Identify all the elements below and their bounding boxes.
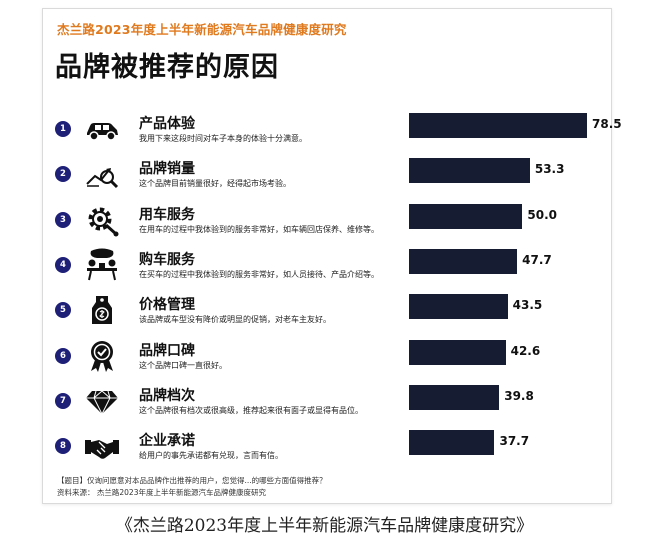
data-label: 42.6 xyxy=(510,343,541,358)
category-label: 产品体验 xyxy=(139,116,195,132)
category-description: 在买车的过程中我体验到的服务非常好，如人员接待、产品介绍等。 xyxy=(139,269,379,279)
data-label: 37.7 xyxy=(499,434,530,449)
category-label: 价格管理 xyxy=(139,297,195,314)
chart-card: 杰兰路2023年度上半年新能源汽车品牌健康度研究 品牌被推荐的原因 1 产品体验… xyxy=(42,8,622,504)
row-number-badge: 3 xyxy=(55,211,71,228)
car-icon xyxy=(83,111,121,147)
bar-row: 4 购车服务 在买车的过程中我体验到的服务非常好，如人员接待、产品介绍等。 47… xyxy=(43,247,613,293)
data-label: 50.0 xyxy=(527,207,557,222)
super-title: 杰兰路2023年度上半年新能源汽车品牌健康度研究 xyxy=(57,22,347,37)
row-number-badge: 5 xyxy=(55,302,71,319)
data-label: 43.5 xyxy=(512,298,543,313)
category-label: 品牌档次 xyxy=(139,387,195,404)
category-description: 这个品牌口碑一直很好。 xyxy=(139,360,227,370)
row-number-badge: 1 xyxy=(55,121,71,137)
data-label: 39.8 xyxy=(504,388,534,403)
row-number-badge: 8 xyxy=(55,438,71,455)
category-label: 品牌销量 xyxy=(139,161,195,178)
bar-row: 6 品牌口碑 这个品牌口碑一直很好。 42.6 xyxy=(43,338,613,384)
price-tag-icon xyxy=(83,292,121,328)
row-number-badge: 7 xyxy=(55,392,71,409)
figure-caption: 《杰兰路2023年度上半年新能源汽车品牌健康度研究》 xyxy=(115,516,534,536)
bar xyxy=(409,248,518,274)
bar xyxy=(409,294,508,320)
source-note: 资料来源： 杰兰路2023年度上半年新能源汽车品牌健康度研究 xyxy=(57,488,266,497)
category-description: 该品牌或车型没有降价或明显的促销，对老车主友好。 xyxy=(139,315,331,325)
handshake-icon xyxy=(83,428,121,464)
service-desk-icon xyxy=(83,247,121,283)
row-number-badge: 4 xyxy=(55,256,71,273)
bar xyxy=(409,430,495,456)
bar-row: 2 品牌销量 这个品牌目前销量很好，经得起市场考验。 53.3 xyxy=(43,158,613,202)
bar xyxy=(409,113,587,138)
category-label: 品牌口碑 xyxy=(139,342,195,359)
chart-title: 品牌被推荐的原因 xyxy=(55,52,279,83)
category-label: 企业承诺 xyxy=(139,433,195,450)
bar xyxy=(409,339,506,365)
bar xyxy=(409,158,530,184)
footer-notes: 【题目】仅询问愿意对本品品牌作出推荐的用户，您觉得...的哪些方面值得推荐？ 资… xyxy=(57,475,327,499)
question-note: 【题目】仅询问愿意对本品品牌作出推荐的用户，您觉得...的哪些方面值得推荐？ xyxy=(57,476,327,485)
bar-row: 3 用车服务 在用车的过程中我体验到的服务非常好，如车辆回店保养、维修等。 50… xyxy=(43,202,613,248)
row-number-badge: 6 xyxy=(55,347,71,364)
category-description: 给用户的事先承诺都有兑现，言而有信。 xyxy=(139,451,283,461)
category-label: 购车服务 xyxy=(139,251,195,268)
bar xyxy=(409,384,500,410)
sales-chart-icon xyxy=(83,156,121,192)
category-description: 我用下来这段时间对车子本身的体验十分满意。 xyxy=(139,134,307,143)
bar xyxy=(409,203,523,229)
category-description: 在用车的过程中我体验到的服务非常好，如车辆回店保养、维修等。 xyxy=(139,224,379,234)
bar-row: 7 品牌档次 这个品牌很有档次或很高级，推荐起来很有面子或显得有品位。 39.8 xyxy=(43,383,613,429)
bar-row: 1 产品体验 我用下来这段时间对车子本身的体验十分满意。 78.5 xyxy=(43,111,622,157)
data-label: 78.5 xyxy=(592,117,622,131)
category-label: 用车服务 xyxy=(139,206,195,223)
gear-wrench-icon xyxy=(83,202,121,238)
bar-row: 5 价格管理 该品牌或车型没有降价或明显的促销，对老车主友好。 43.5 xyxy=(43,294,613,338)
data-label: 47.7 xyxy=(522,252,552,267)
data-label: 53.3 xyxy=(534,162,565,177)
category-description: 这个品牌目前销量很好，经得起市场考验。 xyxy=(139,179,291,189)
row-number-badge: 2 xyxy=(55,166,71,183)
bar-row: 8 企业承诺 给用户的事先承诺都有兑现，言而有信。 37.7 xyxy=(43,430,613,474)
category-description: 这个品牌很有档次或很高级，推荐起来很有面子或显得有品位。 xyxy=(139,405,363,415)
award-medal-icon xyxy=(83,338,121,374)
diamond-icon xyxy=(83,383,121,419)
